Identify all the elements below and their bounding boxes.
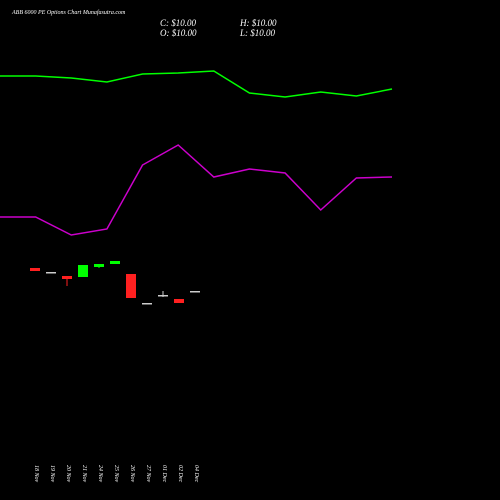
x-tick-label: 25 Nov — [113, 465, 119, 483]
ohlc-label: L: $10.00 — [239, 28, 276, 38]
candle-body — [46, 272, 56, 274]
chart-title: ABB 6000 PE Options Chart Munafasutra.co… — [11, 9, 126, 16]
x-tick-label: 27 Nov — [145, 465, 151, 483]
x-tick-label: 26 Nov — [129, 465, 135, 483]
x-tick-label: 04 Dec — [193, 465, 200, 482]
x-tick-label: 20 Nov — [65, 465, 71, 483]
candle-body — [30, 268, 40, 271]
x-tick-label: 24 Nov — [97, 465, 104, 483]
x-tick-label: 01 Dec — [161, 465, 167, 482]
indicator-line — [0, 144, 393, 236]
candle-body — [62, 276, 72, 279]
candle-body — [174, 299, 184, 303]
candle-body — [78, 265, 88, 277]
candle-body — [94, 264, 104, 267]
x-tick-label: 02 Dec — [177, 465, 183, 482]
candle-body — [142, 303, 152, 305]
candle-body — [190, 291, 200, 293]
ohlc-label: C: $10.00 — [160, 18, 197, 28]
ohlc-label: H: $10.00 — [239, 18, 277, 28]
candle-body — [126, 274, 136, 298]
ohlc-label: O: $10.00 — [160, 28, 197, 38]
x-tick-label: 19 Nov — [49, 465, 55, 483]
candle-body — [158, 295, 168, 297]
candle-body — [110, 261, 120, 264]
x-tick-label: 21 Nov — [81, 465, 87, 483]
indicator-line — [0, 70, 393, 98]
x-tick-label: 18 Nov — [33, 465, 39, 483]
